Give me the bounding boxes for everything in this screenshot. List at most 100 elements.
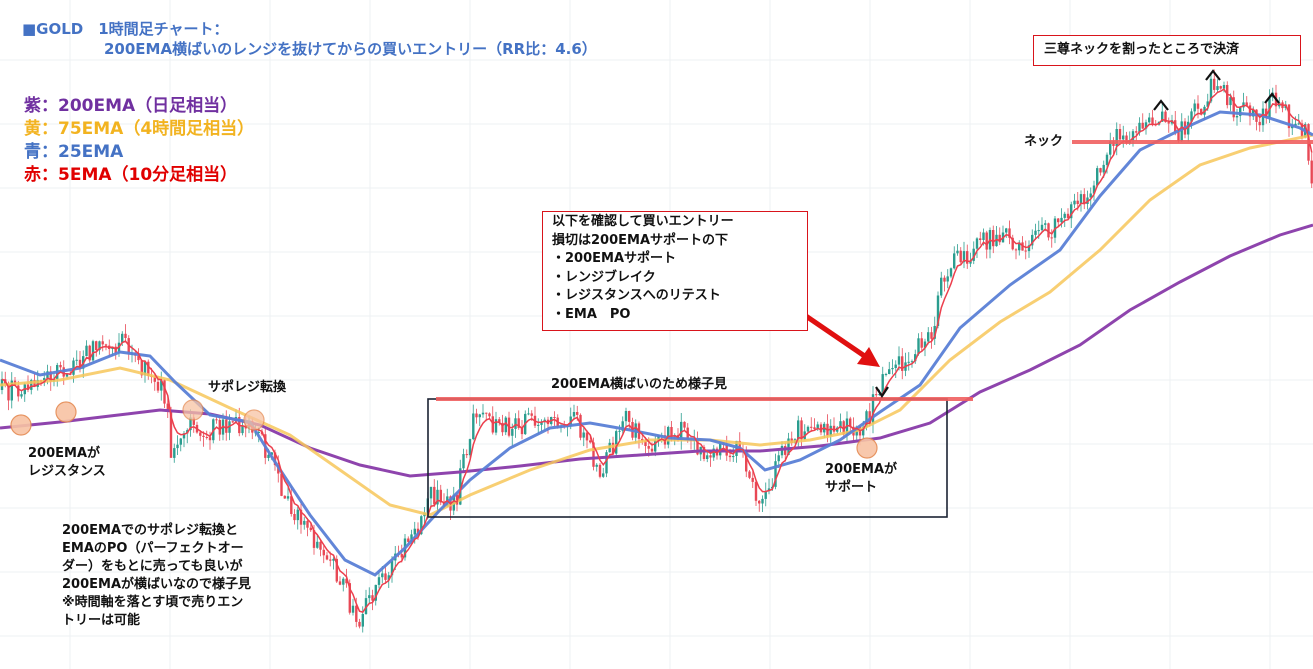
candle <box>621 416 624 436</box>
candle <box>797 415 800 449</box>
candle <box>972 241 975 265</box>
candle <box>23 382 26 402</box>
candle <box>816 421 819 431</box>
candle <box>1115 122 1118 156</box>
candle <box>124 324 127 342</box>
candle <box>316 534 319 549</box>
candle <box>1297 114 1300 126</box>
candle <box>761 495 764 512</box>
entry-line-2: 損切は200EMAサポートの下 <box>552 232 729 248</box>
candle <box>1148 112 1151 124</box>
candle <box>920 332 923 352</box>
candle <box>465 449 468 459</box>
candle <box>59 361 62 371</box>
candle <box>179 437 182 452</box>
candle <box>888 361 891 375</box>
entry-line-1: 以下を確認して買いエントリー <box>552 214 734 229</box>
candle <box>582 426 585 447</box>
candle <box>283 495 286 499</box>
candle <box>475 408 478 424</box>
candle <box>683 421 686 431</box>
candle <box>33 373 36 387</box>
candle <box>351 598 355 616</box>
candle <box>881 366 884 395</box>
candle <box>1196 95 1200 119</box>
candle <box>494 411 498 436</box>
ema25-line <box>0 110 1313 577</box>
candle <box>95 340 98 357</box>
candle <box>436 480 439 513</box>
chart-title-line2: 200EMA横ばいのレンジを抜けてからの買いエントリー（RR比：4.6） <box>104 40 597 58</box>
candle <box>897 346 901 371</box>
candle <box>975 237 979 258</box>
candle <box>709 454 712 467</box>
legend-ema5: 赤：5EMA（10分足相当） <box>24 165 238 185</box>
candle <box>231 420 234 423</box>
candle <box>933 316 936 345</box>
candle <box>1135 126 1138 141</box>
candle <box>904 352 907 377</box>
candle <box>1118 124 1122 142</box>
candle <box>1083 188 1086 210</box>
candle <box>85 340 88 357</box>
candle <box>322 544 325 564</box>
left-strategy-note: 200EMAでのサポレジ転換と EMAのPO（パーフェクトオー ダー）をもとに売… <box>62 523 252 628</box>
candle <box>10 372 13 409</box>
candle <box>1187 115 1190 142</box>
candle <box>429 486 433 508</box>
candle <box>299 501 303 534</box>
candle <box>218 415 221 441</box>
candle <box>1232 90 1235 122</box>
candle <box>979 231 982 245</box>
candle <box>894 360 897 378</box>
candle <box>803 424 806 441</box>
candle <box>1193 99 1196 117</box>
candle <box>1151 109 1154 127</box>
candle <box>758 500 761 512</box>
candle <box>992 225 995 254</box>
candle <box>1154 120 1157 127</box>
candle <box>1024 240 1027 260</box>
candle <box>1066 208 1070 219</box>
candle <box>605 450 608 478</box>
candle <box>1287 104 1291 137</box>
candle <box>706 450 709 463</box>
candle <box>806 425 810 433</box>
candle <box>507 411 511 438</box>
candle <box>1219 85 1222 90</box>
candle <box>143 360 147 383</box>
candle <box>290 486 293 517</box>
candle <box>946 269 949 289</box>
candle <box>433 479 436 507</box>
candle <box>286 486 290 501</box>
candle <box>949 267 953 279</box>
candle <box>598 463 602 479</box>
candle <box>1092 180 1096 201</box>
left-shoulder-mark <box>1153 99 1169 111</box>
candle <box>1014 248 1018 260</box>
candle <box>969 252 972 267</box>
candle <box>699 446 702 461</box>
candle <box>930 326 933 349</box>
candle <box>1031 229 1034 250</box>
candle <box>303 517 306 530</box>
candle <box>624 407 628 430</box>
candle <box>572 404 576 420</box>
candle <box>306 518 309 537</box>
candle <box>813 418 816 431</box>
candle <box>348 579 351 615</box>
candle <box>1073 193 1076 209</box>
candle <box>296 505 299 530</box>
candle <box>468 438 472 458</box>
candle <box>371 589 374 611</box>
resistance-note: 200EMAが レジスタンス <box>28 446 106 479</box>
candle <box>819 422 823 436</box>
candle <box>787 432 790 456</box>
candle <box>901 348 904 380</box>
legend-ema75: 黄：75EMA（4時間足相当） <box>24 119 255 139</box>
candle <box>176 435 179 455</box>
candle <box>364 589 368 615</box>
candle <box>764 482 767 507</box>
head-mark <box>1205 69 1221 81</box>
